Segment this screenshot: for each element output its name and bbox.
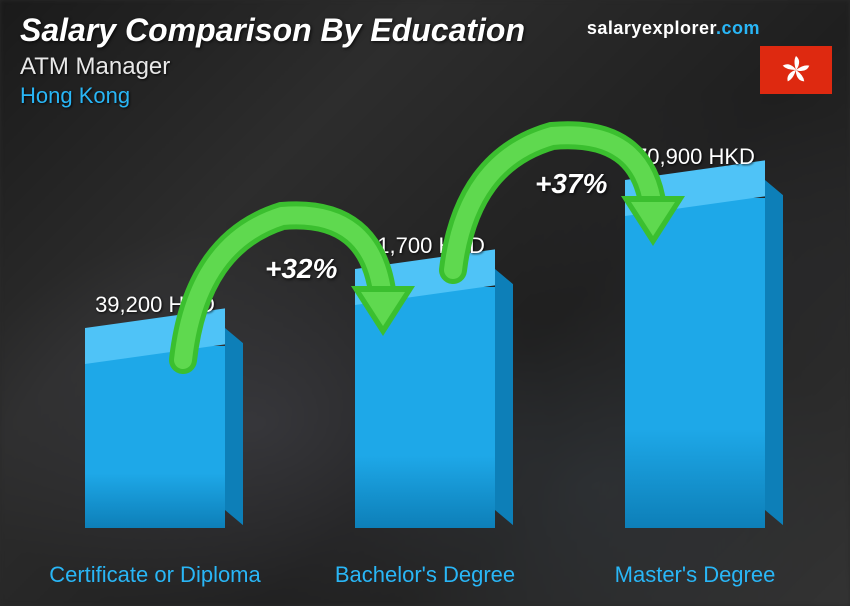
brand-logo: salaryexplorer.com (587, 18, 760, 39)
category-label: Master's Degree (585, 562, 805, 588)
job-subtitle: ATM Manager (20, 53, 830, 81)
bar-side (495, 269, 513, 525)
category-label: Certificate or Diploma (45, 562, 265, 588)
bar-side (765, 180, 783, 525)
percentage-label: +37% (535, 168, 607, 200)
brand-name: salaryexplorer (587, 18, 716, 38)
bar-chart: 39,200 HKDCertificate or Diploma51,700 H… (55, 108, 795, 588)
category-label: Bachelor's Degree (315, 562, 535, 588)
increase-arrow-icon: +37% (435, 118, 695, 288)
hong-kong-flag-icon (760, 46, 832, 94)
percentage-label: +32% (265, 253, 337, 285)
location-label: Hong Kong (20, 83, 830, 109)
brand-suffix: .com (716, 18, 760, 38)
increase-arrow-icon: +32% (165, 198, 425, 378)
